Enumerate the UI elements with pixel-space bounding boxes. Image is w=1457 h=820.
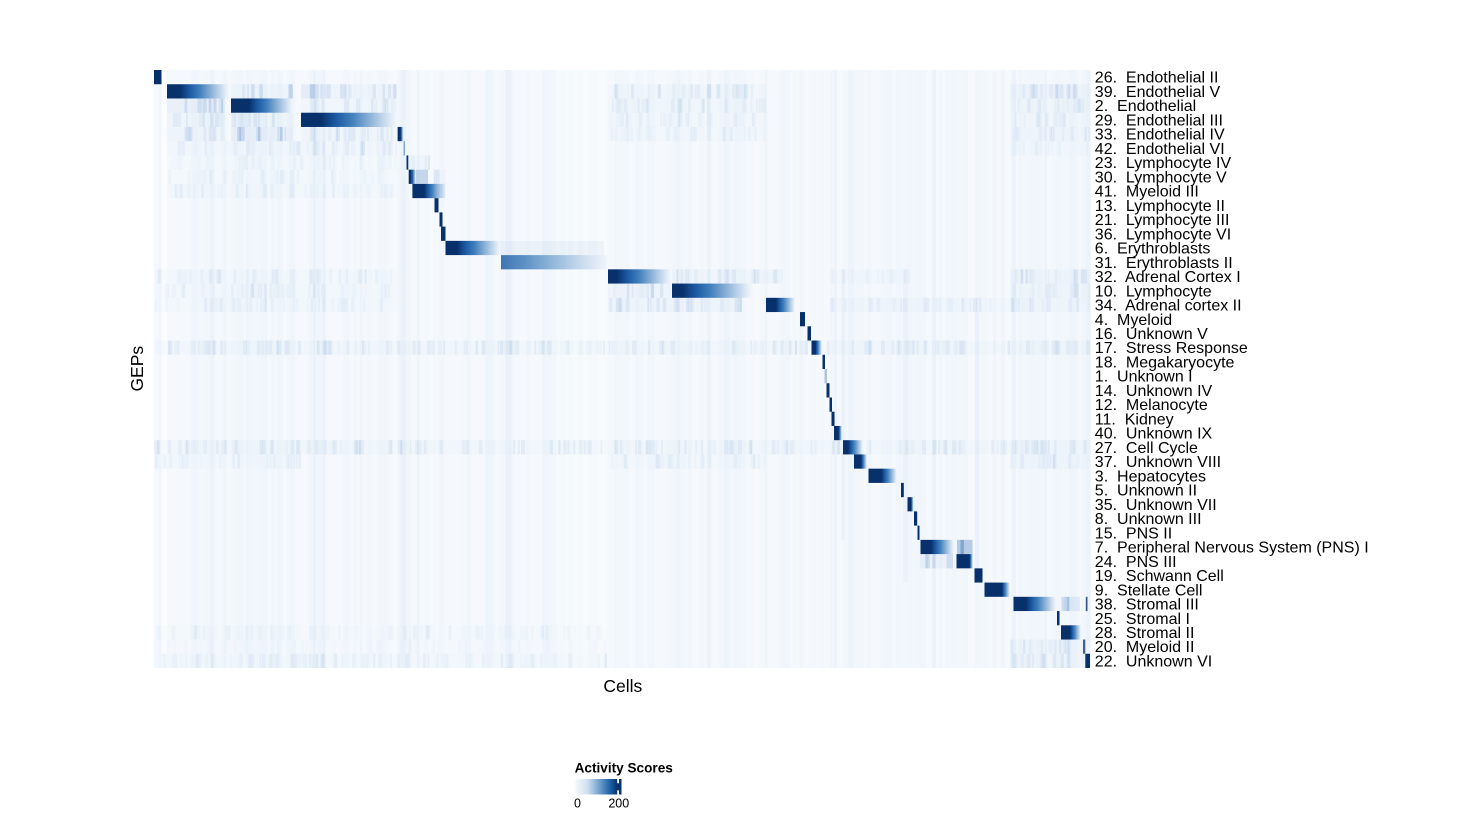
svg-text:12. Melanocyte: 12. Melanocyte (1095, 397, 1208, 414)
svg-text:0: 0 (574, 796, 581, 810)
svg-text:GEPs: GEPs (127, 346, 147, 392)
svg-text:31. Erythroblasts II: 31. Erythroblasts II (1095, 255, 1233, 272)
svg-text:35. Unknown VII: 35. Unknown VII (1095, 497, 1217, 514)
svg-text:Cells: Cells (603, 676, 642, 696)
svg-text:3. Hepatocytes: 3. Hepatocytes (1095, 468, 1206, 485)
svg-text:20. Myeloid II: 20. Myeloid II (1095, 639, 1195, 656)
svg-text:29. Endothelial III: 29. Endothelial III (1095, 112, 1223, 129)
svg-text:15. PNS II: 15. PNS II (1095, 525, 1172, 542)
svg-text:200: 200 (608, 796, 629, 810)
svg-text:41. Myeloid III: 41. Myeloid III (1095, 184, 1199, 201)
svg-text:5. Unknown II: 5. Unknown II (1095, 483, 1197, 500)
svg-text:40. Unknown IX: 40. Unknown IX (1095, 426, 1213, 443)
svg-text:28. Stromal II: 28. Stromal II (1095, 625, 1195, 642)
svg-text:26. Endothelial II: 26. Endothelial II (1095, 70, 1219, 87)
svg-text:17. Stress Response: 17. Stress Response (1095, 340, 1248, 357)
svg-text:7. Peripheral Nervous System: 7. Peripheral Nervous System (PNS) I (1095, 540, 1369, 557)
svg-text:14. Unknown IV: 14. Unknown IV (1095, 383, 1213, 400)
svg-text:39. Endothelial V: 39. Endothelial V (1095, 84, 1221, 101)
svg-text:1. Unknown I: 1. Unknown I (1095, 369, 1193, 386)
svg-text:33. Endothelial IV: 33. Endothelial IV (1095, 127, 1225, 144)
svg-text:23. Lymphocyte IV: 23. Lymphocyte IV (1095, 155, 1232, 172)
svg-text:37. Unknown VIII: 37. Unknown VIII (1095, 454, 1221, 471)
svg-text:18. Megakaryocyte: 18. Megakaryocyte (1095, 354, 1235, 371)
svg-text:32. Adrenal Cortex I: 32. Adrenal Cortex I (1095, 269, 1241, 286)
svg-text:8. Unknown III: 8. Unknown III (1095, 511, 1202, 528)
svg-text:6. Erythroblasts: 6. Erythroblasts (1095, 241, 1211, 258)
svg-text:22. Unknown VI: 22. Unknown VI (1095, 653, 1212, 670)
svg-text:16. Unknown V: 16. Unknown V (1095, 326, 1208, 343)
svg-text:Activity Scores: Activity Scores (575, 760, 673, 775)
svg-text:4. Myeloid: 4. Myeloid (1095, 312, 1172, 329)
svg-text:19. Schwann Cell: 19. Schwann Cell (1095, 568, 1224, 585)
svg-text:42. Endothelial VI: 42. Endothelial VI (1095, 141, 1225, 158)
svg-text:34. Adrenal cortex II: 34. Adrenal cortex II (1095, 298, 1242, 315)
svg-text:36. Lymphocyte VI: 36. Lymphocyte VI (1095, 226, 1231, 243)
svg-text:30. Lymphocyte V: 30. Lymphocyte V (1095, 169, 1227, 186)
svg-text:25. Stromal I: 25. Stromal I (1095, 611, 1190, 628)
svg-text:9. Stellate Cell: 9. Stellate Cell (1095, 582, 1203, 599)
svg-text:21. Lymphocyte III: 21. Lymphocyte III (1095, 212, 1230, 229)
svg-text:2. Endothelial: 2. Endothelial (1095, 98, 1196, 115)
svg-text:27. Cell Cycle: 27. Cell Cycle (1095, 440, 1198, 457)
svg-text:11. Kidney: 11. Kidney (1095, 411, 1174, 428)
svg-text:24. PNS III: 24. PNS III (1095, 554, 1177, 571)
svg-text:10. Lymphocyte: 10. Lymphocyte (1095, 283, 1212, 300)
svg-text:38. Stromal III: 38. Stromal III (1095, 597, 1199, 614)
svg-text:13. Lymphocyte II: 13. Lymphocyte II (1095, 198, 1225, 215)
